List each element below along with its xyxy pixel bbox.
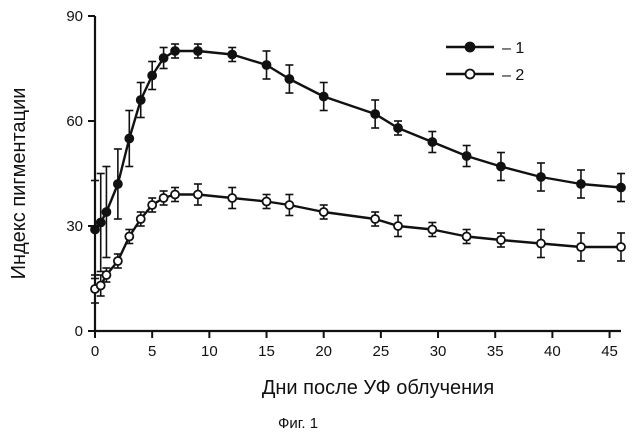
legend-marker [466, 43, 475, 52]
data-point [91, 226, 99, 234]
data-point [285, 201, 293, 209]
x-tick-label: 35 [487, 343, 504, 360]
figure-caption: Фиг. 1 [278, 415, 318, 432]
y-tick-label: 0 [75, 323, 83, 340]
data-point [577, 243, 585, 251]
data-point [114, 180, 122, 188]
data-point [171, 191, 179, 199]
data-point [97, 282, 105, 290]
data-point [371, 110, 379, 118]
data-point [125, 135, 133, 143]
data-point [320, 208, 328, 216]
x-tick-label: 10 [201, 343, 218, 360]
data-point [371, 215, 379, 223]
data-point [102, 271, 110, 279]
data-point [137, 96, 145, 104]
x-tick-label: 5 [148, 343, 156, 360]
legend-item-1: – 1 [446, 40, 524, 57]
data-point [228, 194, 236, 202]
x-tick-label: 45 [601, 343, 618, 360]
series-line [95, 51, 621, 230]
data-point [428, 226, 436, 234]
data-point [148, 72, 156, 80]
y-tick-label: 90 [66, 8, 83, 25]
data-point [463, 233, 471, 241]
data-point [148, 201, 156, 209]
x-axis-ticks: 0 5 10 15 20 25 30 35 40 45 [91, 331, 618, 360]
x-tick-label: 40 [544, 343, 561, 360]
data-point [194, 47, 202, 55]
data-point [263, 61, 271, 69]
data-point [285, 75, 293, 83]
data-point [102, 208, 110, 216]
data-point [97, 219, 105, 227]
data-point [617, 184, 625, 192]
x-axis-label: Дни после УФ облучения [262, 377, 494, 399]
data-point [537, 240, 545, 248]
data-point [617, 243, 625, 251]
data-point [497, 163, 505, 171]
data-point [194, 191, 202, 199]
data-point [160, 194, 168, 202]
data-point [160, 54, 168, 62]
x-tick-label: 25 [373, 343, 390, 360]
y-tick-label: 60 [66, 113, 83, 130]
data-point [394, 124, 402, 132]
data-point [428, 138, 436, 146]
x-tick-label: 20 [315, 343, 332, 360]
data-point [577, 180, 585, 188]
legend-marker [466, 70, 475, 79]
x-tick-label: 30 [430, 343, 447, 360]
y-tick-label: 30 [66, 218, 83, 235]
data-point [320, 93, 328, 101]
data-point [497, 236, 505, 244]
legend-item-2: – 2 [446, 67, 524, 84]
data-point [125, 233, 133, 241]
legend-label: – 1 [502, 40, 524, 57]
data-point [463, 152, 471, 160]
series-2 [91, 184, 625, 303]
x-tick-label: 15 [258, 343, 275, 360]
y-axis-label: Индекс пигментации [8, 88, 30, 280]
legend: – 1 – 2 [446, 40, 524, 84]
plot-area [91, 44, 625, 303]
data-point [114, 257, 122, 265]
data-point [263, 198, 271, 206]
data-point [394, 222, 402, 230]
x-tick-label: 0 [91, 343, 99, 360]
data-point [537, 173, 545, 181]
data-point [171, 47, 179, 55]
data-point [228, 51, 236, 59]
data-point [137, 215, 145, 223]
legend-label: – 2 [502, 67, 524, 84]
